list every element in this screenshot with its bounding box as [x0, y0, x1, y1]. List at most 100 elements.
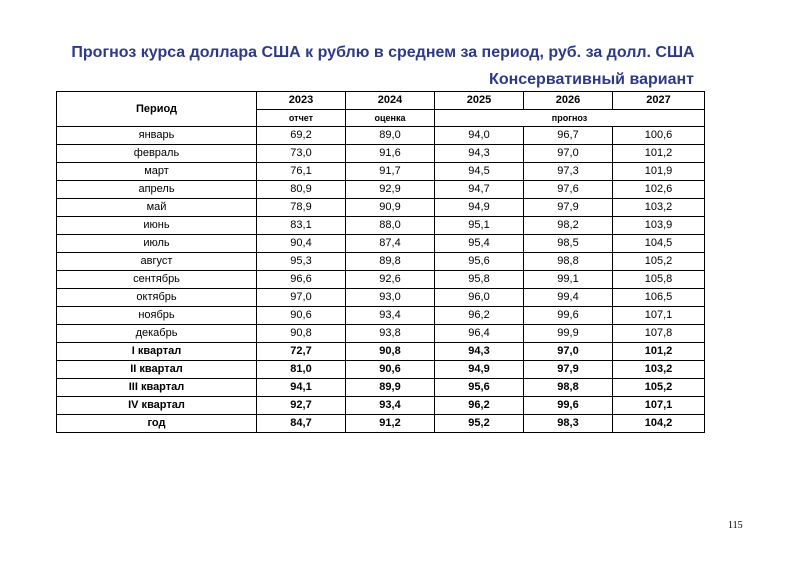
rate-cell: 97,9 — [523, 198, 613, 217]
rate-cell: 96,0 — [434, 288, 524, 307]
rate-cell: 78,9 — [256, 198, 346, 217]
table-row: I квартал 72,7 90,8 94,3 97,0 101,2 — [56, 342, 705, 361]
period-label: январь — [56, 126, 257, 145]
rate-cell: 100,6 — [612, 126, 705, 145]
rate-cell: 98,5 — [523, 234, 613, 253]
year-header: 2026 — [523, 91, 613, 110]
scenario-subtitle: Консервативный вариант — [489, 71, 694, 88]
rate-cell: 97,0 — [523, 342, 613, 361]
table-row: июнь 83,1 88,0 95,1 98,2 103,9 — [56, 216, 705, 235]
rate-cell: 90,8 — [256, 324, 346, 343]
rate-cell: 105,2 — [612, 252, 705, 271]
rate-cell: 93,0 — [345, 288, 435, 307]
period-label: I квартал — [56, 342, 257, 361]
period-label: декабрь — [56, 324, 257, 343]
table-row: март 76,1 91,7 94,5 97,3 101,9 — [56, 162, 705, 181]
table-row: сентябрь 96,6 92,6 95,8 99,1 105,8 — [56, 270, 705, 289]
years-header-row: Период 2023 2024 2025 2026 2027 — [56, 91, 705, 127]
rate-cell: 91,7 — [345, 162, 435, 181]
period-label: июнь — [56, 216, 257, 235]
forecast-table: Период 2023 2024 2025 2026 2027 отчет оц… — [56, 91, 705, 433]
table-row: май 78,9 90,9 94,9 97,9 103,2 — [56, 198, 705, 217]
period-label: август — [56, 252, 257, 271]
rate-cell: 89,9 — [345, 378, 435, 397]
rate-cell: 96,4 — [434, 324, 524, 343]
rate-cell: 92,9 — [345, 180, 435, 199]
period-label: май — [56, 198, 257, 217]
rate-cell: 88,0 — [345, 216, 435, 235]
period-label: июль — [56, 234, 257, 253]
rate-cell: 98,2 — [523, 216, 613, 235]
year-header: 2027 — [612, 91, 705, 110]
period-label: ноябрь — [56, 306, 257, 325]
rate-cell: 96,2 — [434, 306, 524, 325]
period-label: сентябрь — [56, 270, 257, 289]
rate-cell: 94,1 — [256, 378, 346, 397]
rate-cell: 73,0 — [256, 144, 346, 163]
page-number: 115 — [728, 520, 743, 531]
rate-cell: 104,5 — [612, 234, 705, 253]
rate-cell: 105,8 — [612, 270, 705, 289]
rate-cell: 97,9 — [523, 360, 613, 379]
rate-cell: 95,2 — [434, 414, 524, 433]
rate-cell: 91,6 — [345, 144, 435, 163]
table-row: ноябрь 90,6 93,4 96,2 99,6 107,1 — [56, 306, 705, 325]
kind-header-row: отчет оценка прогноз — [57, 109, 705, 127]
rate-cell: 94,0 — [434, 126, 524, 145]
rate-cell: 98,8 — [523, 252, 613, 271]
rate-cell: 89,8 — [345, 252, 435, 271]
rate-cell: 95,8 — [434, 270, 524, 289]
table-row: год 84,7 91,2 95,2 98,3 104,2 — [56, 414, 705, 433]
rate-cell: 104,2 — [612, 414, 705, 433]
rate-cell: 94,3 — [434, 144, 524, 163]
rate-cell: 93,4 — [345, 306, 435, 325]
rate-cell: 97,3 — [523, 162, 613, 181]
rate-cell: 95,6 — [434, 252, 524, 271]
rate-cell: 95,3 — [256, 252, 346, 271]
rate-cell: 103,2 — [612, 360, 705, 379]
kind-estimate-header: оценка — [345, 109, 435, 127]
rate-cell: 90,9 — [345, 198, 435, 217]
page-title: Прогноз курса доллара США к рублю в сред… — [71, 44, 695, 61]
rate-cell: 90,4 — [256, 234, 346, 253]
rate-cell: 95,6 — [434, 378, 524, 397]
kind-forecast-header: прогноз — [434, 109, 705, 127]
year-header: 2024 — [345, 91, 435, 110]
rate-cell: 103,2 — [612, 198, 705, 217]
rate-cell: 106,5 — [612, 288, 705, 307]
rate-cell: 99,9 — [523, 324, 613, 343]
table-row: февраль 73,0 91,6 94,3 97,0 101,2 — [56, 144, 705, 163]
rate-cell: 97,6 — [523, 180, 613, 199]
rate-cell: 81,0 — [256, 360, 346, 379]
rate-cell: 107,1 — [612, 396, 705, 415]
kind-report-header: отчет — [256, 109, 346, 127]
rate-cell: 69,2 — [256, 126, 346, 145]
rate-cell: 96,7 — [523, 126, 613, 145]
rate-cell: 98,8 — [523, 378, 613, 397]
rate-cell: 80,9 — [256, 180, 346, 199]
period-header: Период — [56, 91, 257, 127]
rate-cell: 105,2 — [612, 378, 705, 397]
table-row: III квартал 94,1 89,9 95,6 98,8 105,2 — [56, 378, 705, 397]
rate-cell: 97,0 — [523, 144, 613, 163]
rate-cell: 99,4 — [523, 288, 613, 307]
table-body: январь 69,2 89,0 94,0 96,7 100,6 февраль 73,0 91… — [56, 126, 705, 433]
rate-cell: 94,5 — [434, 162, 524, 181]
rate-cell: 103,9 — [612, 216, 705, 235]
table-row: август 95,3 89,8 95,6 98,8 105,2 — [56, 252, 705, 271]
rate-cell: 101,9 — [612, 162, 705, 181]
rate-cell: 89,0 — [345, 126, 435, 145]
rate-cell: 101,2 — [612, 144, 705, 163]
rate-cell: 107,8 — [612, 324, 705, 343]
table-row: декабрь 90,8 93,8 96,4 99,9 107,8 — [56, 324, 705, 343]
rate-cell: 107,1 — [612, 306, 705, 325]
rate-cell: 92,6 — [345, 270, 435, 289]
year-header: 2025 — [434, 91, 524, 110]
table-row: июль 90,4 87,4 95,4 98,5 104,5 — [56, 234, 705, 253]
table-row: апрель 80,9 92,9 94,7 97,6 102,6 — [56, 180, 705, 199]
rate-cell: 95,1 — [434, 216, 524, 235]
rate-cell: 72,7 — [256, 342, 346, 361]
table-row: январь 69,2 89,0 94,0 96,7 100,6 — [56, 126, 705, 145]
rate-cell: 94,3 — [434, 342, 524, 361]
period-label: февраль — [56, 144, 257, 163]
